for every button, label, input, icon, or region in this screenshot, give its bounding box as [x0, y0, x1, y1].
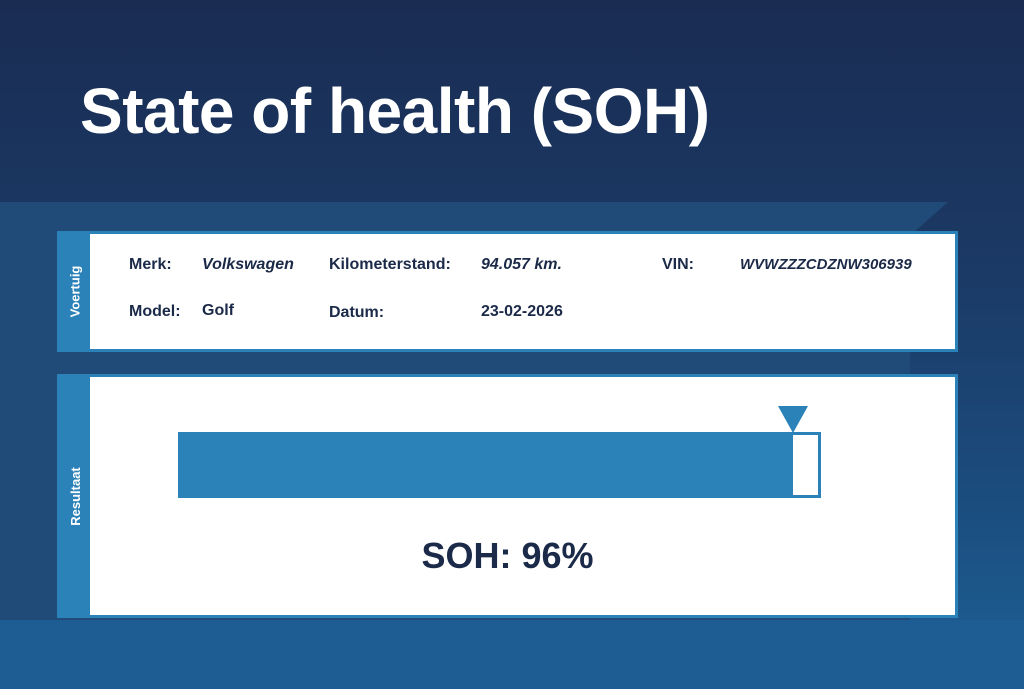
- vehicle-section-label: Voertuig: [67, 265, 83, 318]
- merk-value: Volkswagen: [202, 256, 294, 273]
- model-value: Golf: [202, 302, 234, 319]
- page-title: State of health (SOH): [80, 75, 710, 147]
- soh-value: SOH: 96%: [421, 535, 594, 576]
- model-label: Model:: [129, 303, 181, 320]
- soh-marker-icon: [777, 406, 808, 433]
- result-section-label: Resultaat: [67, 466, 83, 526]
- result-section-tab: Resultaat: [60, 377, 90, 615]
- km-value: 94.057 km.: [481, 256, 562, 273]
- datum-label: Datum:: [329, 304, 385, 321]
- background-band-bottom: [0, 620, 1024, 689]
- vehicle-section-tab: Voertuig: [60, 234, 90, 349]
- soh-progress-fill: [181, 435, 793, 495]
- vin-value: WVWZZZCDZNW306939: [740, 256, 912, 273]
- vin-label: VIN:: [662, 256, 694, 273]
- result-card: Resultaat SOH: 96%: [57, 374, 958, 618]
- datum-value: 23-02-2026: [481, 303, 563, 320]
- vehicle-card: Voertuig Merk: Volkswagen Kilometerstand…: [57, 231, 958, 352]
- km-label: Kilometerstand:: [329, 256, 451, 273]
- soh-progress-bar: [178, 432, 821, 498]
- merk-label: Merk:: [129, 256, 172, 273]
